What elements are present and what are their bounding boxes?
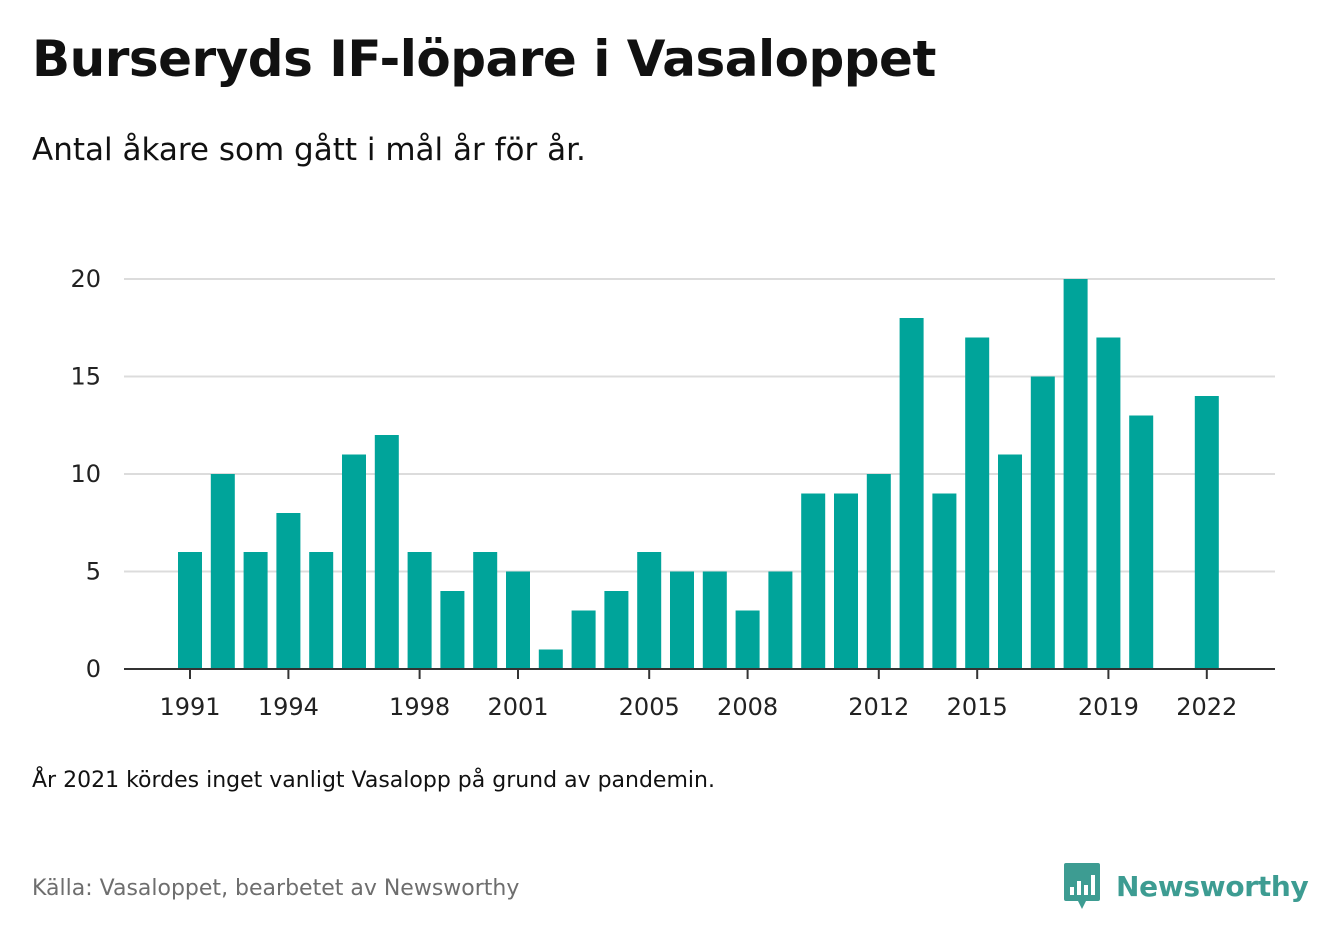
bar-1998 (407, 552, 432, 669)
bar-2013 (899, 318, 924, 669)
bar-1999 (440, 591, 465, 669)
bar-1996 (342, 454, 366, 669)
x-tick-label: 2015 (947, 693, 1008, 721)
bar-1995 (309, 552, 334, 669)
bar-chart-speech-bubble-icon (1064, 863, 1100, 909)
chart-note: År 2021 kördes inget vanligt Vasalopp på… (32, 768, 715, 793)
bar-1993 (243, 552, 268, 669)
bar-2018 (1063, 279, 1088, 669)
x-tick-label: 2001 (487, 693, 548, 721)
bar-2009 (768, 571, 793, 669)
bar-1997 (374, 435, 399, 669)
bar-1991 (178, 552, 202, 669)
x-tick-label: 2022 (1176, 693, 1237, 721)
bar-2004 (604, 591, 629, 669)
bar-2010 (801, 493, 826, 669)
y-tick-label: 10 (70, 460, 101, 488)
x-tick-label: 2019 (1078, 693, 1139, 721)
x-tick-label: 2008 (717, 693, 778, 721)
newsworthy-logo[interactable]: Newsworthy (1062, 860, 1309, 912)
y-tick-label: 15 (70, 363, 101, 391)
bar-2006 (670, 571, 694, 669)
bar-2001 (506, 571, 530, 669)
bars (178, 279, 1219, 669)
bar-2020 (1129, 415, 1154, 669)
y-tick-label: 5 (86, 558, 101, 586)
bar-2007 (702, 571, 727, 669)
bar-1994 (276, 513, 301, 669)
bar-2008 (735, 610, 760, 669)
bar-2005 (637, 552, 662, 669)
bar-2000 (473, 552, 498, 669)
brand-name: Newsworthy (1116, 869, 1309, 903)
x-tick-label: 2012 (848, 693, 909, 721)
chart-title: Burseryds IF-löpare i Vasaloppet (32, 30, 936, 88)
bar-chart: 0 5 10 15 20 1991 1994 1998 2001 2005 2008 2012 201… (70, 265, 1275, 721)
bar-1992 (210, 474, 235, 669)
bar-2019 (1096, 337, 1121, 669)
bar-2014 (932, 493, 957, 669)
chart-subtitle: Antal åkare som gått i mål år för år. (32, 132, 586, 168)
y-tick-label: 20 (70, 265, 101, 293)
bar-2016 (998, 454, 1022, 669)
x-tick-label: 1991 (159, 693, 220, 721)
x-axis: 1991 1994 1998 2001 2005 2008 2012 2015 2019 2022 (124, 668, 1275, 721)
source-credit: Källa: Vasaloppet, bearbetet av Newswort… (32, 876, 520, 901)
bar-2017 (1030, 376, 1055, 669)
x-tick-label: 2005 (619, 693, 680, 721)
bar-2011 (834, 493, 858, 669)
bar-2015 (965, 337, 990, 669)
bar-2003 (571, 610, 596, 669)
y-axis-tick-labels: 0 5 10 15 20 (70, 265, 101, 683)
bar-2012 (866, 474, 891, 669)
bar-2022 (1194, 396, 1219, 669)
x-tick-label: 1994 (258, 693, 319, 721)
y-tick-label: 0 (86, 655, 101, 683)
bar-2002 (538, 649, 563, 669)
x-tick-label: 1998 (389, 693, 450, 721)
